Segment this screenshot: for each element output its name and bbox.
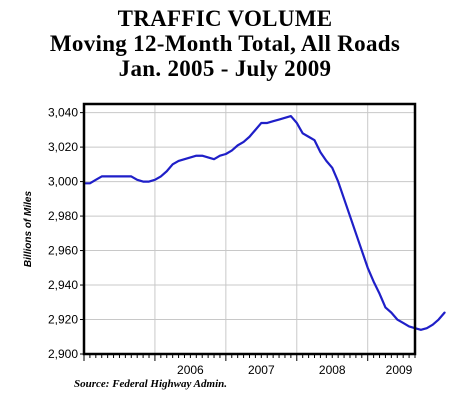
x-tick-label: 2009 <box>386 363 413 377</box>
source-note: Source: Federal Highway Admin. <box>74 378 227 390</box>
x-tick-label: 2007 <box>248 363 275 377</box>
x-tick-label: 2008 <box>319 363 346 377</box>
y-tick-label: 3,020 <box>48 140 78 154</box>
title-line-3: Jan. 2005 - July 2009 <box>118 56 332 81</box>
y-tick-label: 2,960 <box>48 244 78 258</box>
y-axis-label: Billions of Miles <box>23 191 34 268</box>
y-tick-label: 2,900 <box>48 347 78 361</box>
plot-area <box>84 104 415 354</box>
y-tick-label: 3,000 <box>48 175 78 189</box>
x-tick-label: 2006 <box>177 363 204 377</box>
plot-frame <box>82 102 417 356</box>
y-tick-label: 2,920 <box>48 313 78 327</box>
title-line-2: Moving 12-Month Total, All Roads <box>49 31 401 56</box>
chart-title: TRAFFIC VOLUME Moving 12-Month Total, Al… <box>0 6 450 81</box>
y-tick-label: 2,980 <box>48 209 78 223</box>
traffic-volume-line <box>82 114 446 331</box>
title-line-1: TRAFFIC VOLUME <box>117 6 333 31</box>
y-tick-label: 2,940 <box>48 278 78 292</box>
y-tick-label: 3,040 <box>48 106 78 120</box>
